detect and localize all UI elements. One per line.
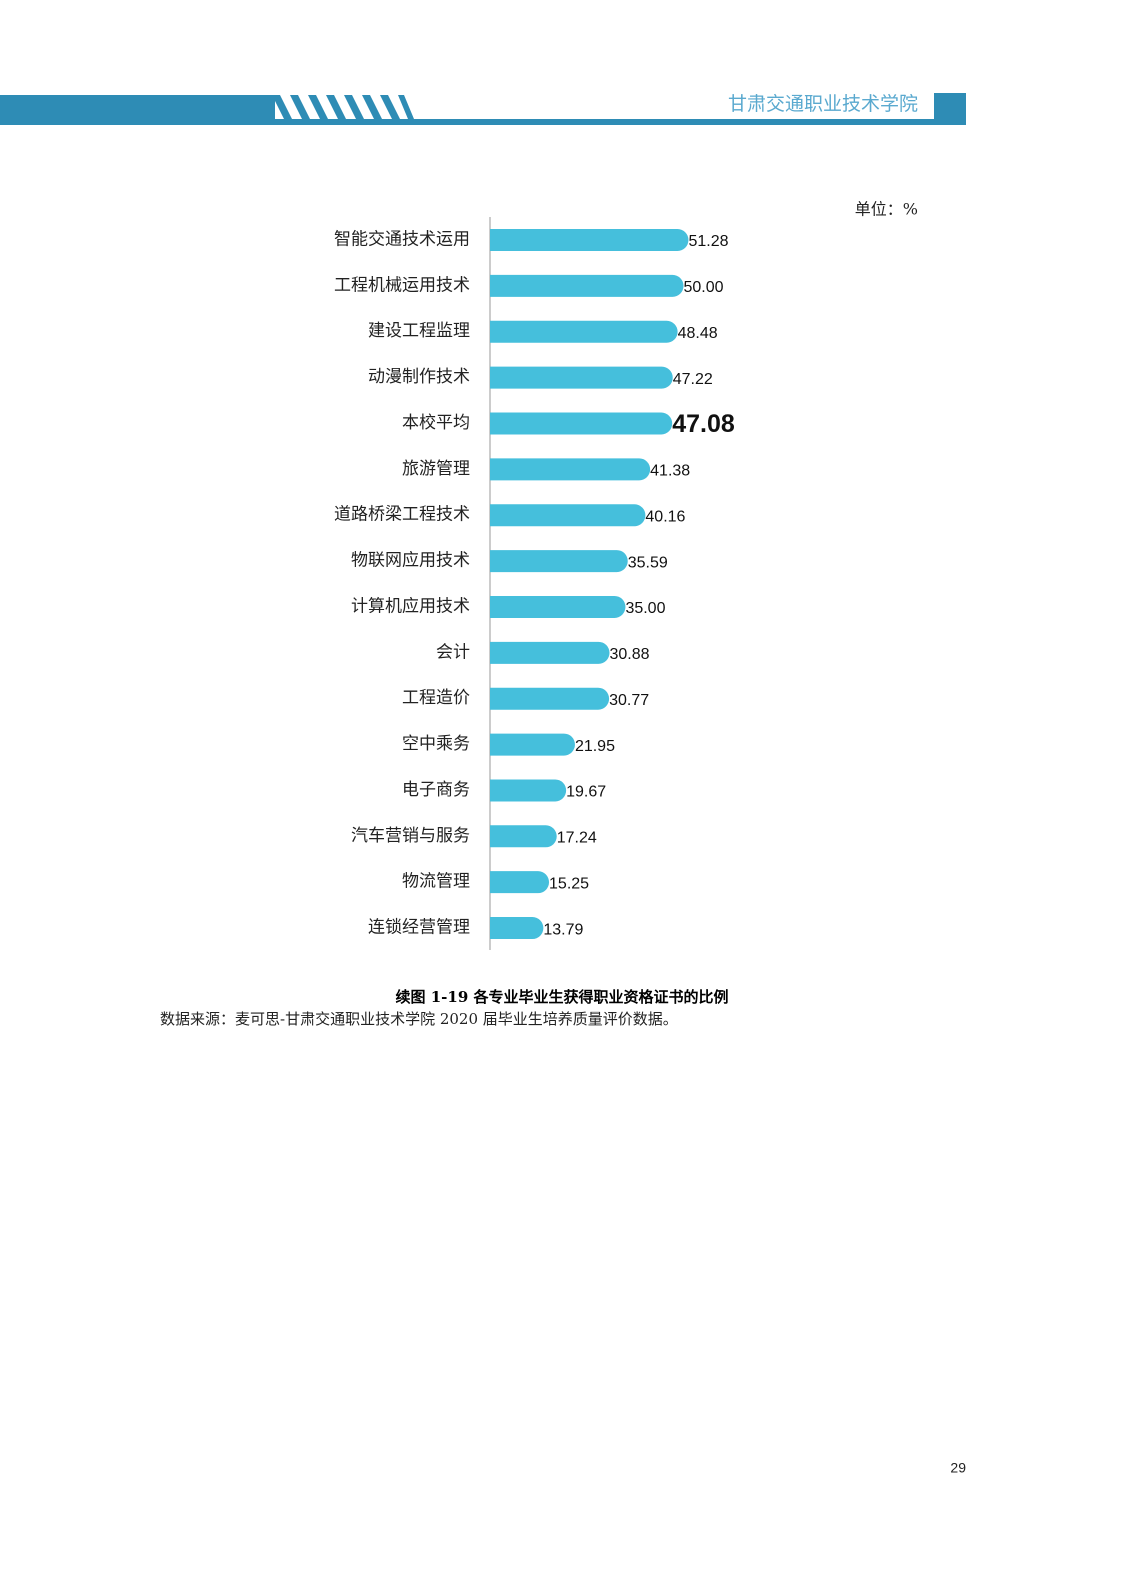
category-label: 电子商务 — [402, 780, 470, 800]
category-label: 动漫制作技术 — [368, 367, 470, 387]
category-label: 旅游管理 — [402, 459, 470, 479]
stripe — [362, 95, 382, 119]
value-label: 15.25 — [549, 875, 589, 892]
source-note: 数据来源：麦可思-甘肃交通职业技术学院 2020 届毕业生培养质量评价数据。 — [160, 1010, 678, 1028]
bar — [490, 366, 673, 389]
value-label: 30.88 — [610, 646, 650, 663]
category-label: 物流管理 — [402, 872, 470, 892]
header-band: 甘肃交通职业技术学院 — [0, 93, 966, 125]
bar — [490, 229, 689, 251]
category-label: 会计 — [436, 642, 470, 662]
header-school: 甘肃交通职业技术学院 — [728, 93, 918, 115]
bar — [490, 595, 626, 618]
bar — [490, 550, 628, 573]
value-label: 13.79 — [543, 921, 583, 938]
category-label: 本校平均 — [402, 413, 470, 433]
value-label: 47.22 — [673, 371, 713, 388]
value-label: 47.08 — [672, 410, 735, 438]
category-label: 建设工程监理 — [368, 321, 470, 341]
category-label: 道路桥梁工程技术 — [334, 505, 470, 525]
bar — [490, 779, 567, 802]
value-label: 35.00 — [625, 600, 665, 617]
bar — [490, 274, 684, 297]
stripe — [398, 95, 414, 119]
bar — [490, 641, 610, 664]
bar — [490, 412, 673, 435]
stripe — [308, 95, 328, 119]
category-label: 连锁经营管理 — [368, 918, 470, 938]
category-label: 空中乘务 — [402, 734, 470, 754]
value-label: 21.95 — [575, 738, 615, 755]
value-label: 41.38 — [650, 463, 690, 480]
stripe — [344, 95, 364, 119]
bar — [490, 871, 550, 894]
stripe — [326, 95, 346, 119]
category-label: 工程机械运用技术 — [334, 275, 470, 295]
value-label: 35.59 — [628, 554, 668, 571]
category-label: 汽车营销与服务 — [351, 826, 470, 846]
bar — [490, 733, 575, 756]
bar — [490, 825, 557, 848]
bar — [490, 504, 646, 527]
value-label: 30.77 — [609, 692, 649, 709]
category-label: 计算机应用技术 — [351, 596, 470, 616]
bar — [490, 917, 544, 940]
header-block — [934, 93, 966, 125]
stripe — [290, 95, 310, 119]
value-label: 19.67 — [566, 784, 606, 801]
page-number: 29 — [950, 1460, 966, 1476]
value-label: 48.48 — [678, 325, 718, 342]
category-label: 智能交通技术运用 — [334, 230, 470, 250]
plot: 智能交通技术运用 51.28 工程机械运用技术 50.00 建设工程监理 48.48 动漫制… — [334, 229, 735, 940]
value-label: 50.00 — [684, 279, 724, 296]
value-label: 40.16 — [645, 508, 685, 525]
bar — [490, 687, 610, 710]
stripe — [272, 95, 292, 119]
value-label: 17.24 — [557, 830, 597, 847]
header-line — [0, 119, 966, 125]
category-label: 物联网应用技术 — [351, 551, 470, 571]
bar — [490, 458, 651, 481]
caption: 续图 1-19 各专业毕业生获得职业资格证书的比例 — [396, 988, 729, 1006]
value-label: 51.28 — [688, 233, 728, 250]
unit-label: 单位：% — [855, 200, 918, 219]
bar — [490, 320, 678, 343]
category-label: 工程造价 — [402, 688, 470, 708]
stripe — [380, 95, 400, 119]
